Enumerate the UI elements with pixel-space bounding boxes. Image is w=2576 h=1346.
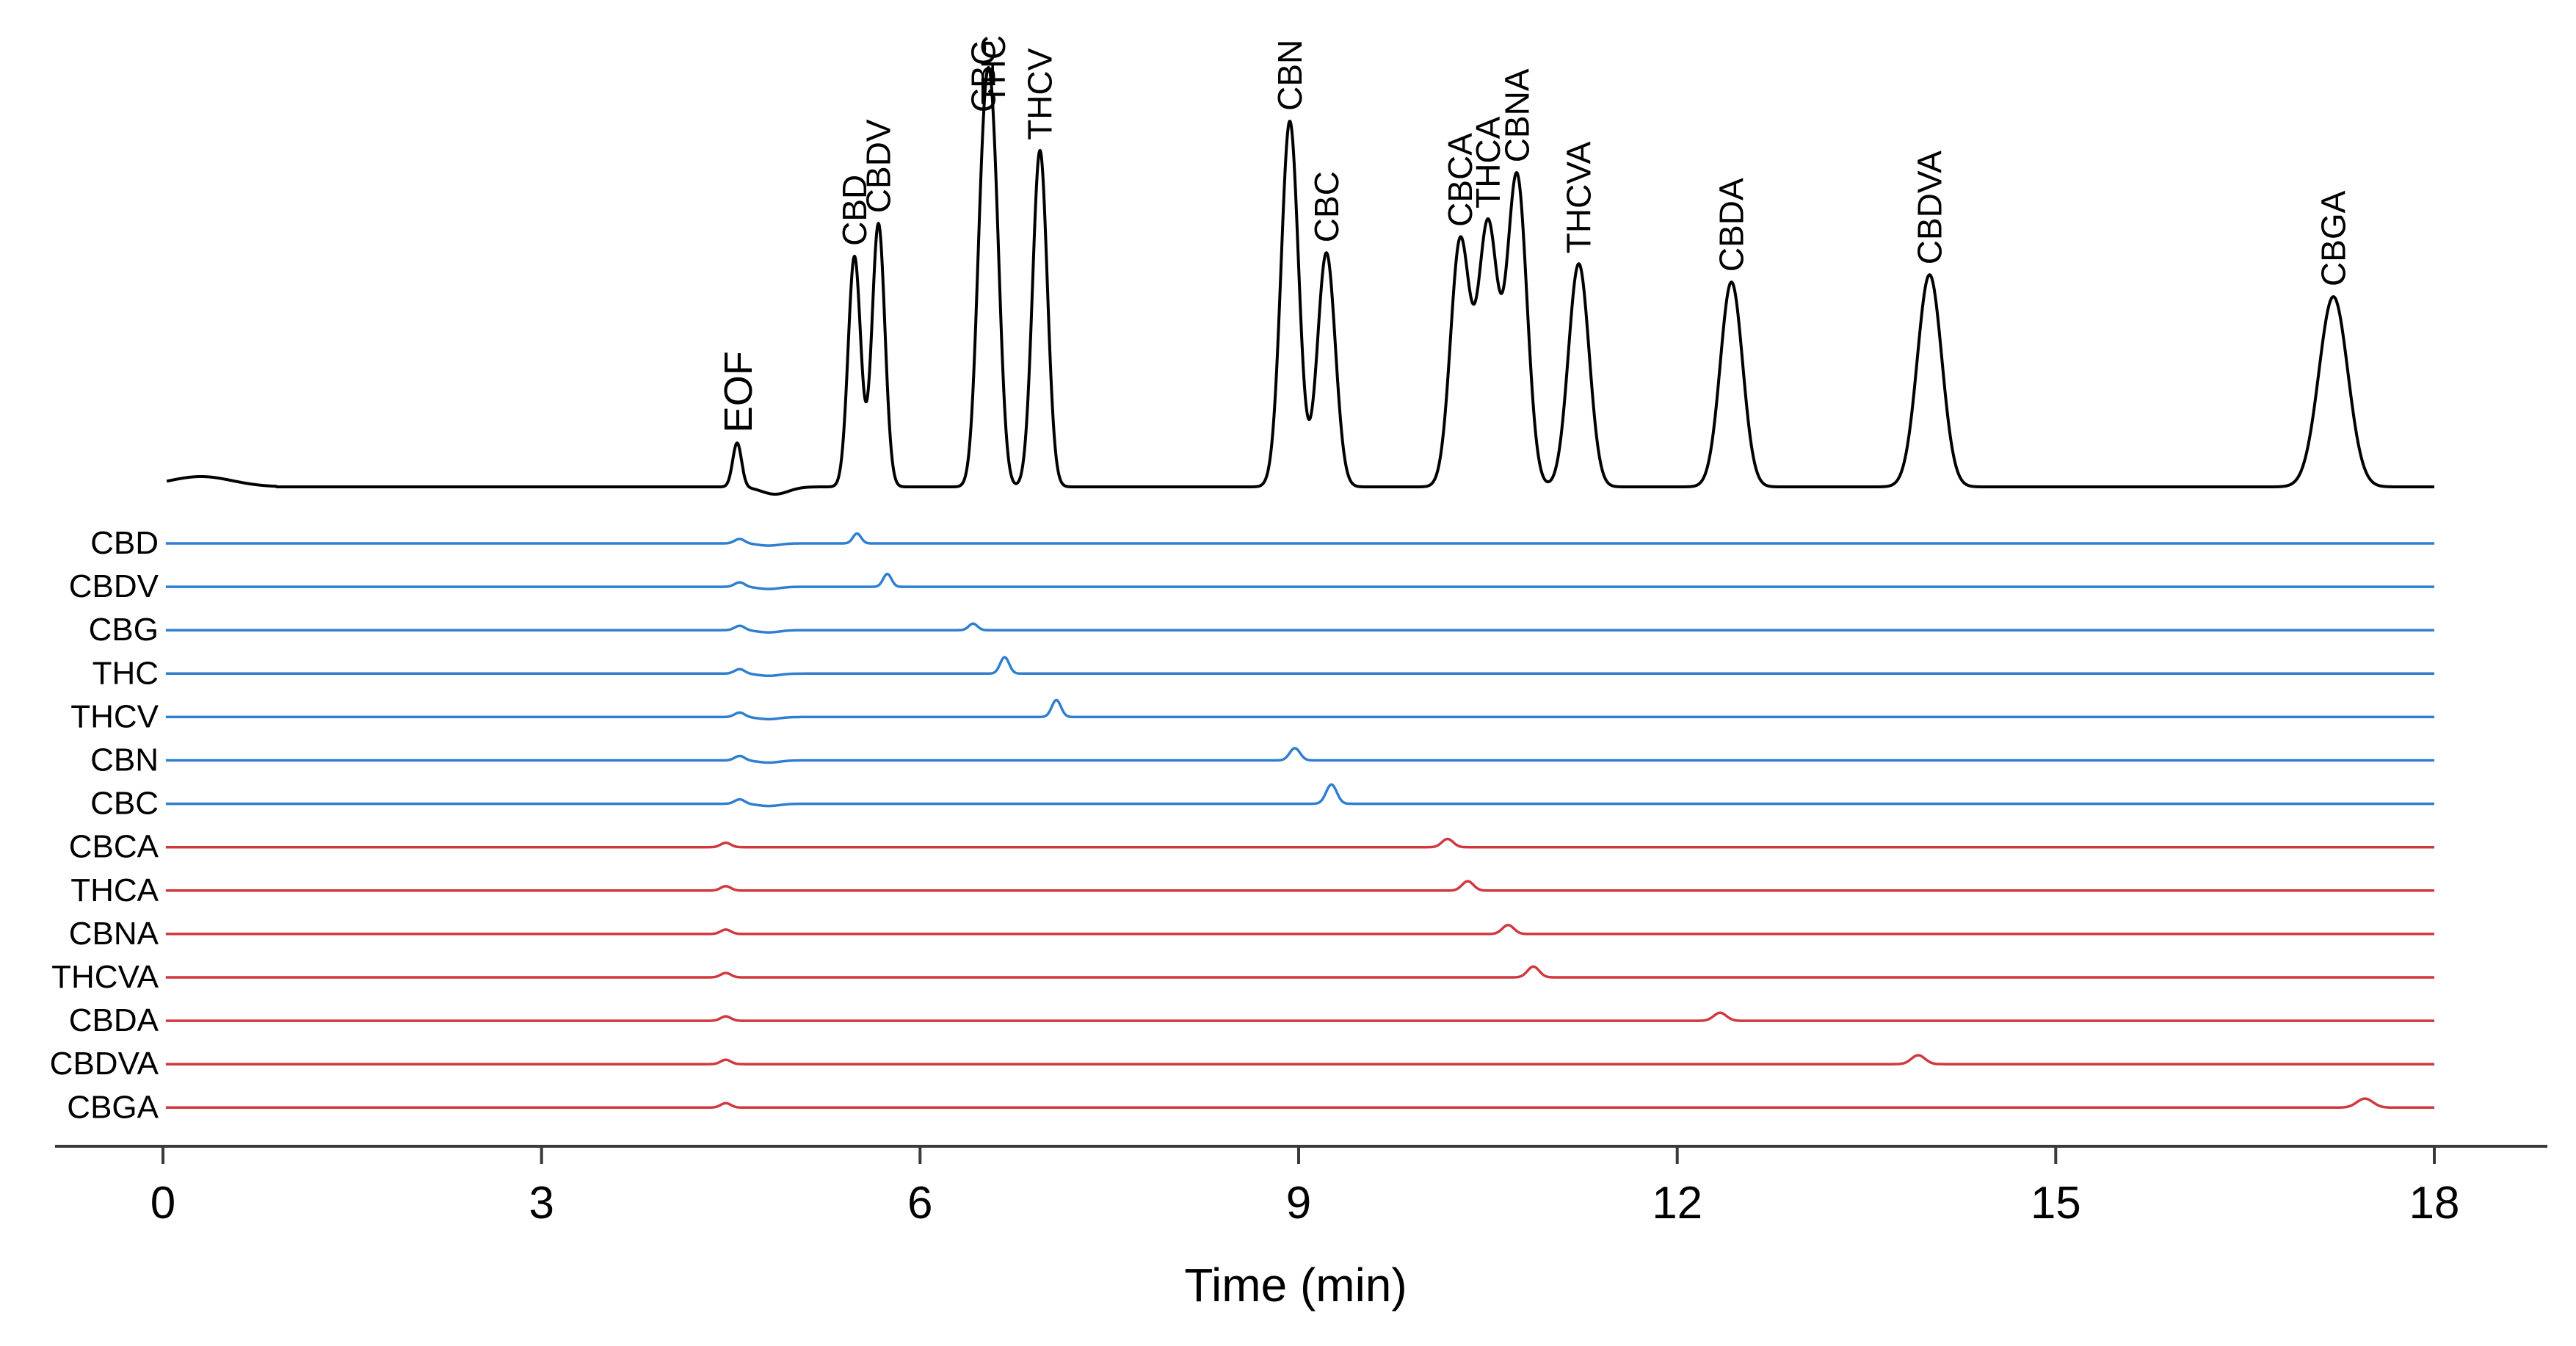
trace-thcv: [165, 698, 2435, 721]
eof-label: EOF: [716, 351, 761, 433]
traces-layer: [165, 65, 2436, 1110]
trace-cbca: [165, 837, 2435, 849]
trace-cbdva: [165, 1054, 2435, 1065]
trace-cbc: [165, 783, 2435, 808]
trace-thc: [165, 656, 2435, 678]
peak-label-thcva: THCVA: [1560, 141, 1598, 253]
peak-label-thca: THCA: [1469, 116, 1507, 209]
peak-label-cbca: CBCA: [1441, 133, 1479, 227]
trace-cbna: [165, 924, 2435, 936]
x-axis: Time (min) 0 3 6 9 12 15 18: [55, 1145, 2547, 1311]
series-label-cbdva: CBDVA: [50, 1046, 159, 1082]
peak-label-cbdva: CBDVA: [1910, 151, 1948, 264]
series-label-cbd: CBD: [90, 525, 159, 561]
trace-cbg: [165, 622, 2435, 634]
peak-label-cbda: CBDA: [1713, 178, 1751, 272]
x-axis-title: Time (min): [1184, 1259, 1407, 1311]
series-label-thca: THCA: [70, 872, 159, 908]
series-label-thcva: THCVA: [51, 959, 159, 995]
trace-cbga: [165, 1097, 2435, 1110]
series-label-cbg: CBG: [89, 612, 159, 648]
peak-label-thc: THC: [974, 35, 1012, 105]
trace-cbd: [165, 532, 2435, 547]
x-tick-label-0: 0: [150, 1178, 175, 1229]
series-label-cbn: CBN: [90, 742, 159, 778]
x-tick-label-12: 12: [1652, 1178, 1702, 1229]
x-tick-label-15: 15: [2031, 1178, 2081, 1229]
peak-label-cbn: CBN: [1271, 40, 1309, 111]
trace-cbda: [165, 1011, 2435, 1022]
peak-label-cbdv: CBDV: [860, 119, 898, 213]
series-label-cbna: CBNA: [69, 916, 159, 952]
peak-label-cbg: CBG: [964, 39, 1002, 112]
series-label-cbdv: CBDV: [69, 568, 159, 604]
x-tick-label-9: 9: [1286, 1178, 1311, 1229]
series-label-cbca: CBCA: [69, 829, 159, 865]
trace-mixture: [165, 65, 2436, 496]
series-label-thcv: THCV: [70, 698, 159, 734]
peak-label-thcv: THCV: [1021, 48, 1059, 140]
peak-label-cbc: CBC: [1307, 171, 1346, 242]
peak-label-cbga: CBGA: [2315, 190, 2353, 286]
trace-cbn: [165, 747, 2435, 764]
series-label-thc: THC: [92, 655, 159, 691]
series-label-cbc: CBC: [90, 786, 159, 822]
trace-thca: [165, 880, 2435, 892]
x-tick-label-6: 6: [907, 1178, 932, 1229]
series-label-cbda: CBDA: [69, 1002, 159, 1038]
peak-label-cbna: CBNA: [1498, 68, 1536, 162]
trace-cbdv: [165, 572, 2435, 590]
x-tick-label-3: 3: [529, 1178, 554, 1229]
trace-thcva: [165, 965, 2435, 979]
peak-label-cbd: CBD: [835, 175, 874, 246]
series-label-cbga: CBGA: [67, 1089, 159, 1125]
x-tick-label-18: 18: [2409, 1178, 2460, 1229]
